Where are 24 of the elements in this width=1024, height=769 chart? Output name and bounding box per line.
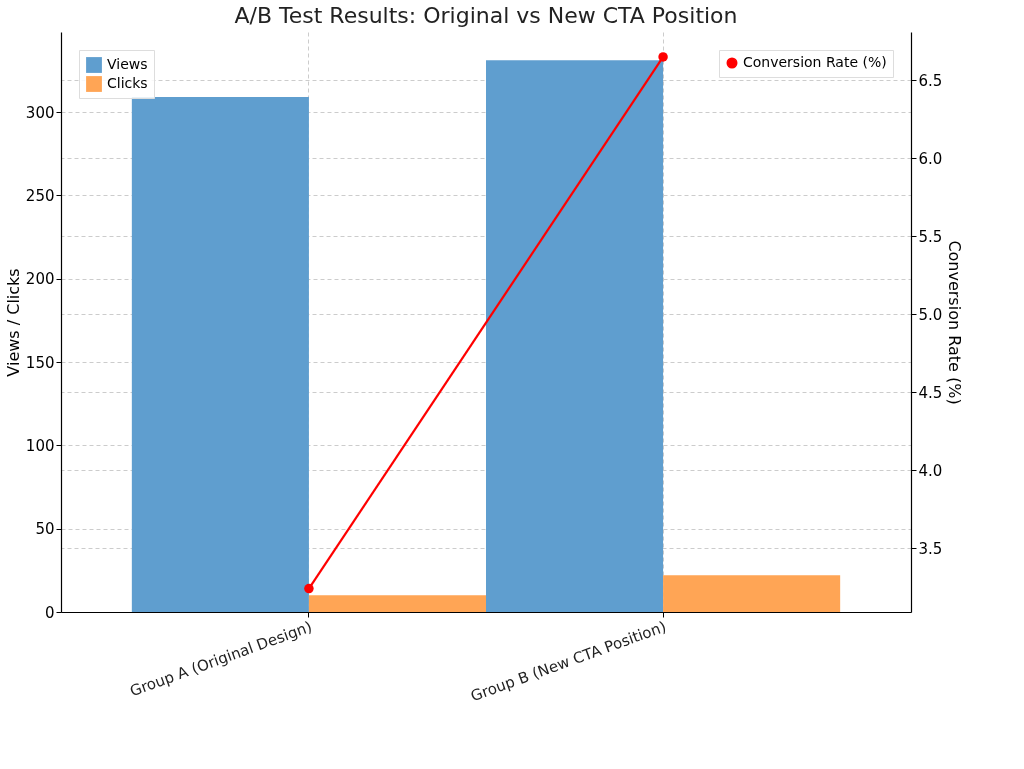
y-tick-label: 250 [25, 186, 55, 205]
y2-tick-label: 3.5 [918, 539, 943, 558]
chart-title: A/B Test Results: Original vs New CTA Position [234, 3, 738, 28]
y2-tick-label: 5.0 [918, 305, 943, 324]
y2-tick-label: 5.5 [918, 227, 943, 246]
bar [131, 97, 309, 612]
y-tick-label: 100 [25, 436, 55, 455]
bar [663, 575, 841, 612]
y2-tick-label: 6.0 [918, 149, 943, 168]
y2-tick-label: 4.0 [918, 461, 943, 480]
y-axis-title: Views / Clicks [3, 268, 23, 377]
y-tick-label: 200 [25, 270, 55, 289]
y2-axis-title: Conversion Rate (%) [945, 240, 965, 405]
bar [308, 595, 486, 612]
y-tick-label: 50 [35, 520, 55, 539]
y2-tick-label: 4.5 [918, 383, 943, 402]
bar [486, 60, 664, 612]
y-tick-label: 150 [25, 353, 55, 372]
legend-label: Views [107, 56, 148, 72]
legend-label: Conversion Rate (%) [743, 54, 887, 70]
y-tick-label: 300 [25, 103, 55, 122]
y2-tick-label: 6.5 [918, 71, 943, 90]
y-tick-label: 0 [44, 603, 55, 622]
legend-label: Clicks [107, 75, 148, 91]
